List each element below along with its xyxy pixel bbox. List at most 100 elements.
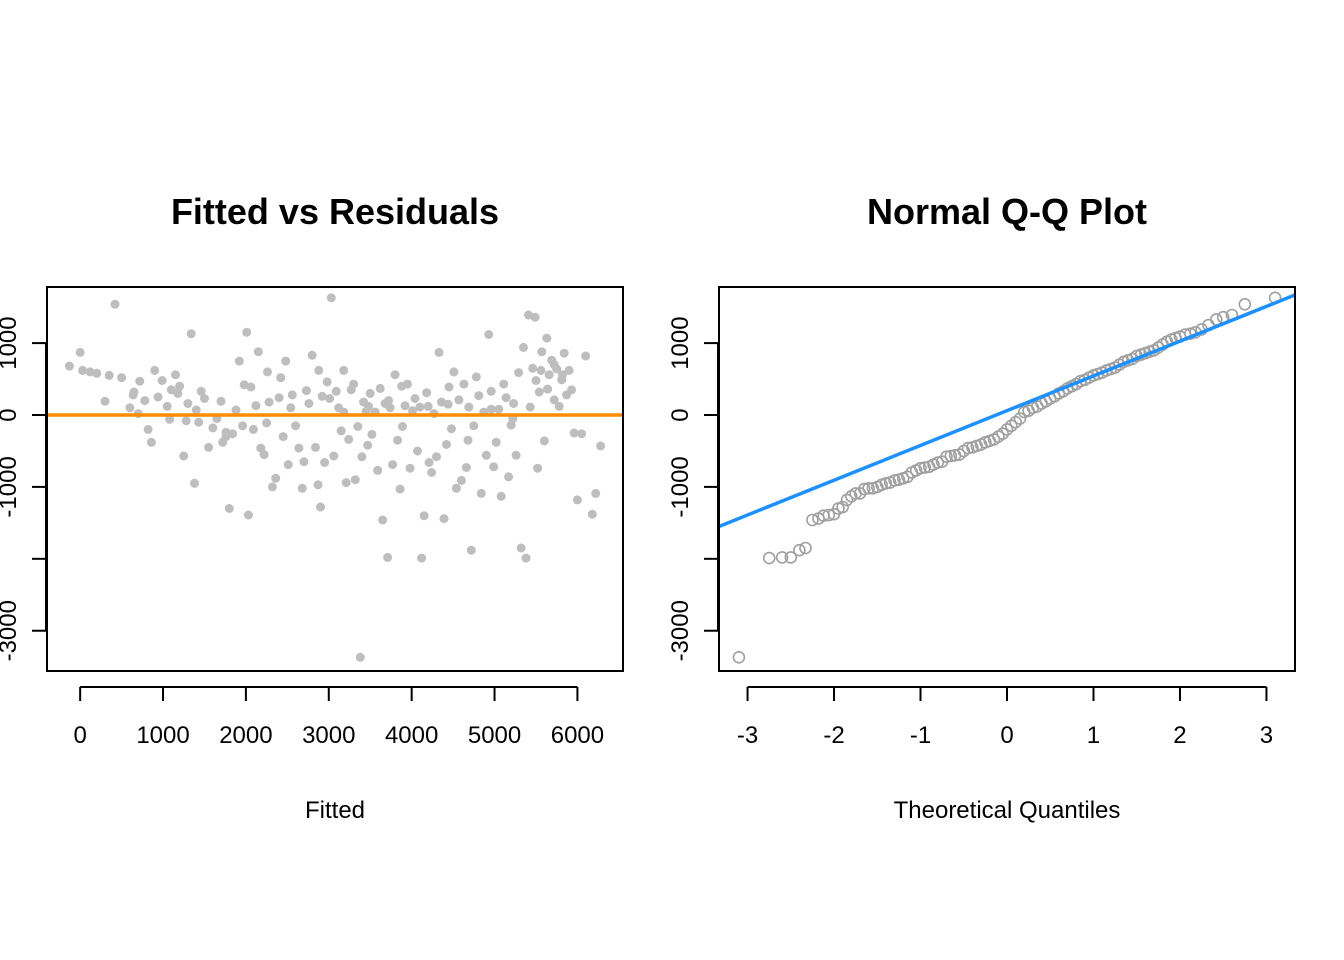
qq-x-label: Theoretical Quantiles xyxy=(894,797,1121,824)
qq-point xyxy=(1000,423,1014,436)
residuals-title: Fitted vs Residuals xyxy=(171,191,499,232)
residual-point xyxy=(489,462,499,472)
residuals-x-axis: 0 1000 2000 3000 4000 5000 6000 xyxy=(73,686,604,749)
residual-point xyxy=(443,399,453,409)
residual-point xyxy=(242,327,252,337)
residual-point xyxy=(496,491,506,501)
residual-point xyxy=(329,451,339,461)
residual-point xyxy=(92,368,102,378)
residual-point xyxy=(413,446,422,456)
residual-point xyxy=(531,376,541,385)
residual-point xyxy=(459,379,469,389)
qq-point xyxy=(775,551,789,564)
residual-point xyxy=(564,365,574,375)
residual-point xyxy=(461,463,471,472)
residual-point xyxy=(339,365,349,375)
y-tick-label: -1000 xyxy=(667,456,694,517)
residual-point xyxy=(262,418,272,428)
residual-point xyxy=(539,436,549,446)
residual-point xyxy=(378,515,388,525)
residual-point xyxy=(549,395,559,405)
residual-point xyxy=(297,483,307,493)
residual-point xyxy=(246,382,256,392)
x-tick-label: -2 xyxy=(823,722,844,749)
residual-point xyxy=(304,399,314,408)
y-tick-label: 0 xyxy=(667,408,694,421)
residuals-y-axis: -3000 -1000 0 1000 xyxy=(0,316,47,661)
residual-point xyxy=(481,450,491,460)
qq-point xyxy=(857,482,871,496)
residual-point xyxy=(408,406,417,416)
residual-point xyxy=(581,351,591,361)
qq-point xyxy=(879,476,893,490)
residual-point xyxy=(397,381,407,391)
x-tick-label: 5000 xyxy=(468,722,521,749)
residual-point xyxy=(194,417,204,427)
qq-point xyxy=(931,456,945,469)
residual-point xyxy=(281,356,291,366)
residual-point xyxy=(528,363,538,373)
residual-point xyxy=(463,435,473,445)
residual-point xyxy=(162,401,172,411)
residual-point xyxy=(577,429,587,439)
qq-point xyxy=(961,441,975,455)
residual-point xyxy=(491,437,501,447)
residual-point xyxy=(530,312,540,322)
residual-point xyxy=(317,391,327,401)
residual-point xyxy=(78,365,88,375)
residual-point xyxy=(466,545,476,555)
qq-point xyxy=(944,449,958,463)
y-tick-label: 0 xyxy=(0,408,22,421)
residual-point xyxy=(283,460,293,470)
residual-point xyxy=(427,468,437,477)
qq-point xyxy=(793,543,806,557)
residual-point xyxy=(175,381,185,391)
residual-point xyxy=(383,552,393,562)
residual-point xyxy=(567,385,577,395)
residual-point xyxy=(544,370,554,380)
residual-point xyxy=(104,370,114,380)
qq-point xyxy=(799,541,812,555)
residual-point xyxy=(331,386,341,396)
residual-point xyxy=(536,365,546,375)
residual-point xyxy=(543,384,553,394)
qq-point xyxy=(784,551,798,564)
x-tick-label: 2 xyxy=(1173,722,1186,749)
x-tick-label: 6000 xyxy=(551,722,604,749)
residual-point xyxy=(415,402,425,412)
residual-point xyxy=(294,443,304,453)
residual-point xyxy=(146,437,156,447)
residual-point xyxy=(248,424,258,434)
qq-points xyxy=(732,291,1282,664)
residual-point xyxy=(357,452,367,462)
residual-point xyxy=(259,450,269,460)
qq-point xyxy=(822,508,836,522)
qq-y-axis: -3000 -1000 0 1000 xyxy=(667,316,719,661)
residual-point xyxy=(322,377,332,387)
residual-point xyxy=(422,388,432,398)
y-tick-label: -3000 xyxy=(667,600,694,661)
residual-point xyxy=(519,342,528,352)
residual-point xyxy=(355,652,365,662)
qq-title: Normal Q-Q Plot xyxy=(867,191,1147,232)
qq-point xyxy=(901,470,914,484)
residual-point xyxy=(419,511,429,521)
residual-point xyxy=(449,367,459,377)
residual-point xyxy=(274,393,284,403)
residual-point xyxy=(349,379,359,389)
residual-point xyxy=(344,434,354,444)
x-tick-label: 1000 xyxy=(136,722,189,749)
x-tick-label: -3 xyxy=(737,722,758,749)
residual-point xyxy=(469,421,479,431)
residual-point xyxy=(511,450,521,460)
residual-point xyxy=(395,484,405,494)
residual-point xyxy=(253,347,263,357)
residual-point xyxy=(287,390,297,400)
qq-point xyxy=(840,493,854,507)
residual-point xyxy=(278,432,288,442)
residual-point xyxy=(216,396,226,406)
residual-point xyxy=(444,382,454,392)
residual-point xyxy=(494,404,504,414)
x-tick-label: -1 xyxy=(910,722,931,749)
